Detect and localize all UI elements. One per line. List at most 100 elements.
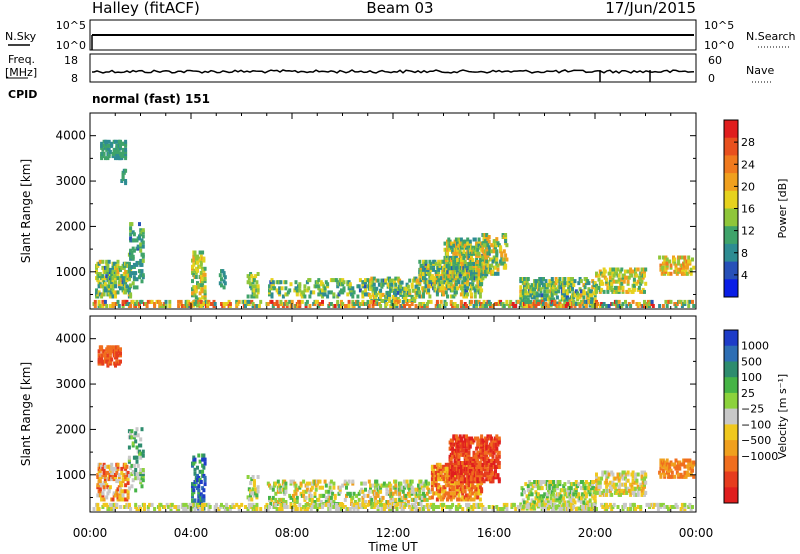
velocity-cell bbox=[629, 507, 633, 511]
velocity-cell bbox=[322, 493, 326, 498]
power-colorbar-segment bbox=[724, 137, 738, 156]
power-cell bbox=[375, 292, 379, 297]
power-cell bbox=[103, 288, 107, 293]
velocity-cell bbox=[374, 502, 378, 507]
velocity-cell bbox=[634, 507, 638, 511]
power-cell bbox=[129, 254, 133, 259]
nsky-label: N.Sky bbox=[5, 30, 37, 43]
velocity-cell bbox=[523, 500, 526, 505]
power-cell bbox=[448, 255, 452, 260]
velocity-cell bbox=[408, 493, 412, 498]
power-cell bbox=[533, 295, 537, 300]
power-cell bbox=[132, 232, 136, 237]
velocity-cell bbox=[102, 485, 106, 490]
power-cell bbox=[444, 258, 448, 262]
power-cell bbox=[380, 299, 384, 303]
velocity-cell bbox=[285, 505, 289, 509]
velocity-cell bbox=[107, 477, 111, 482]
power-cell bbox=[251, 284, 255, 289]
power-cell bbox=[266, 302, 270, 306]
power-cell bbox=[366, 299, 370, 304]
power-cell bbox=[119, 143, 122, 148]
velocity-cell bbox=[278, 507, 282, 511]
velocity-cell bbox=[634, 476, 638, 481]
power-cell bbox=[524, 299, 528, 304]
power-cell bbox=[658, 255, 662, 260]
velocity-cell bbox=[480, 450, 484, 455]
power-cell bbox=[432, 267, 436, 272]
power-cell bbox=[626, 281, 630, 286]
velocity-cell bbox=[119, 347, 122, 352]
velocity-cell bbox=[588, 488, 592, 493]
power-cell bbox=[209, 302, 213, 306]
power-cell bbox=[203, 266, 207, 271]
power-cell bbox=[454, 266, 458, 271]
velocity-cell bbox=[533, 500, 537, 505]
velocity-cell bbox=[656, 502, 660, 507]
velocity-cell bbox=[588, 492, 592, 497]
velocity-cell bbox=[526, 502, 530, 507]
velocity-colorbar-segment bbox=[724, 424, 738, 441]
power-cell bbox=[578, 287, 582, 292]
power-cell bbox=[129, 232, 133, 237]
velocity-cell bbox=[459, 477, 463, 482]
power-cell bbox=[138, 302, 141, 306]
power-cell bbox=[677, 269, 681, 274]
power-cell bbox=[218, 273, 222, 278]
power-cell bbox=[197, 299, 201, 304]
power-cell bbox=[683, 255, 687, 260]
velocity-cell bbox=[665, 458, 669, 463]
power-cell bbox=[459, 237, 463, 242]
power-cell bbox=[631, 299, 635, 304]
power-cell bbox=[125, 299, 129, 304]
velocity-cell bbox=[385, 487, 389, 492]
velocity-cell bbox=[189, 502, 193, 507]
velocity-cell bbox=[497, 454, 501, 459]
velocity-cell bbox=[409, 483, 413, 488]
power-cell bbox=[124, 288, 128, 293]
power-cell bbox=[616, 304, 620, 308]
velocity-cell bbox=[410, 479, 414, 484]
velocity-cell bbox=[96, 493, 100, 498]
freq-label: Freq. bbox=[8, 53, 35, 66]
power-cell bbox=[437, 284, 441, 289]
velocity-cell bbox=[552, 498, 556, 503]
velocity-cell bbox=[192, 455, 196, 460]
velocity-cell bbox=[129, 507, 133, 511]
power-cell bbox=[553, 302, 557, 306]
velocity-cell bbox=[449, 505, 453, 509]
velocity-cell bbox=[441, 507, 444, 511]
velocity-cell bbox=[544, 502, 548, 507]
velocity-cell bbox=[577, 506, 581, 511]
power-cell bbox=[411, 288, 415, 293]
power-cell bbox=[116, 270, 120, 274]
power-cell bbox=[98, 272, 102, 276]
velocity-cell bbox=[100, 497, 104, 502]
power-cell bbox=[117, 304, 121, 308]
velocity-cell bbox=[127, 455, 131, 460]
power-cell bbox=[640, 279, 644, 284]
power-cell bbox=[502, 304, 506, 308]
velocity-cell bbox=[313, 500, 317, 504]
power-cell bbox=[399, 284, 403, 289]
velocity-cell bbox=[530, 492, 534, 497]
velocity-cell bbox=[121, 493, 125, 498]
velocity-cell bbox=[558, 500, 562, 505]
velocity-cell bbox=[430, 487, 434, 492]
velocity-cell bbox=[114, 473, 117, 477]
velocity-cell bbox=[318, 505, 322, 509]
power-cell bbox=[100, 143, 104, 148]
power-cell bbox=[535, 295, 539, 300]
velocity-cell bbox=[437, 505, 441, 509]
power-cell bbox=[487, 245, 491, 250]
power-cell bbox=[396, 299, 400, 304]
power-ylabel: Slant Range [km] bbox=[19, 159, 33, 263]
velocity-cell bbox=[134, 433, 138, 438]
power-cell bbox=[132, 265, 136, 269]
power-cell bbox=[470, 294, 473, 299]
power-cell bbox=[526, 297, 530, 302]
power-cell bbox=[390, 302, 394, 306]
velocity-cell bbox=[318, 485, 322, 490]
power-cell bbox=[505, 299, 509, 304]
power-cell bbox=[100, 141, 104, 146]
